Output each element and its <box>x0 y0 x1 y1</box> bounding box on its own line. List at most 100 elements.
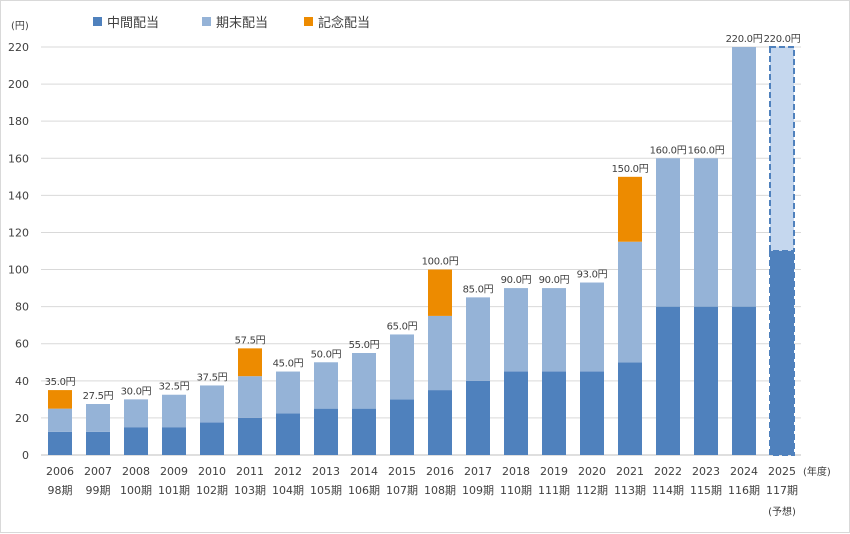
x-tick-period: 108期 <box>424 484 456 497</box>
total-label-2013: 50.0円 <box>311 349 342 360</box>
bar-2019-中間配当 <box>542 371 566 455</box>
x-tick-period: 98期 <box>48 484 73 497</box>
x-tick-year: 2011 <box>236 465 264 478</box>
x-tick-year: 2015 <box>388 465 416 478</box>
y-tick-label: 180 <box>8 115 29 128</box>
bar-2016-中間配当 <box>428 390 452 455</box>
x-tick-year: 2012 <box>274 465 302 478</box>
x-tick-year: 2022 <box>654 465 682 478</box>
forecast-note: (予想) <box>768 505 796 518</box>
x-tick-period: 114期 <box>652 484 684 497</box>
x-tick-year: 2008 <box>122 465 150 478</box>
bar-2014-中間配当 <box>352 408 376 455</box>
total-label-2007: 27.5円 <box>83 391 114 402</box>
x-tick-period: 105期 <box>310 484 342 497</box>
bar-2025-中間配当 <box>769 250 795 456</box>
legend-label-2: 記念配当 <box>318 15 370 31</box>
x-tick-year: 2017 <box>464 465 492 478</box>
legend-label-1: 期末配当 <box>216 16 268 31</box>
total-label-2016: 100.0円 <box>422 257 459 268</box>
total-label-2009: 32.5円 <box>159 382 190 393</box>
bar-2011-期末配当 <box>238 376 262 418</box>
bar-2017-期末配当 <box>466 297 490 381</box>
legend-label-0: 中間配当 <box>107 16 159 31</box>
bar-2011-記念配当 <box>238 348 262 377</box>
legend-swatch-1 <box>202 17 211 26</box>
bar-2006-中間配当 <box>48 431 72 455</box>
bar-2021-中間配当 <box>618 362 642 455</box>
y-unit-label: (円) <box>11 21 29 32</box>
x-tick-year: 2025 <box>768 465 796 478</box>
x-tick-year: 2018 <box>502 465 530 478</box>
x-tick-period: 107期 <box>386 484 418 497</box>
bar-2015-期末配当 <box>390 334 414 400</box>
total-label-2006: 35.0円 <box>45 377 76 388</box>
bar-2017-中間配当 <box>466 380 490 455</box>
y-tick-label: 20 <box>15 412 29 425</box>
x-tick-period: 117期 <box>766 484 798 497</box>
bar-2016-期末配当 <box>428 315 452 391</box>
label-layer: 0 20 40 60 80 100 120 140 160 180 200 220 35.0円 2006 9… <box>8 34 801 497</box>
x-tick-year: 2006 <box>46 465 74 478</box>
y-tick-label: 160 <box>8 152 29 165</box>
x-tick-year: 2009 <box>160 465 188 478</box>
bar-2020-中間配当 <box>580 371 604 455</box>
x-tick-year: 2019 <box>540 465 568 478</box>
total-label-2023: 160.0円 <box>688 145 725 156</box>
bar-2020-期末配当 <box>580 282 604 372</box>
bar-2012-中間配当 <box>276 413 300 455</box>
x-tick-period: 101期 <box>158 484 190 497</box>
bar-2022-中間配当 <box>656 306 680 455</box>
bar-2013-中間配当 <box>314 408 338 455</box>
legend-swatch-0 <box>93 17 102 26</box>
bar-2021-記念配当 <box>618 176 642 242</box>
y-tick-label: 80 <box>15 301 29 314</box>
bar-2015-中間配当 <box>390 399 414 455</box>
x-tick-year: 2010 <box>198 465 226 478</box>
x-tick-period: 110期 <box>500 484 532 497</box>
bar-2010-期末配当 <box>200 385 224 423</box>
y-tick-label: 200 <box>8 78 29 91</box>
y-tick-label: 140 <box>8 189 29 202</box>
bar-2021-期末配当 <box>618 241 642 363</box>
bar-layer <box>48 46 795 456</box>
x-tick-period: 103期 <box>234 484 266 497</box>
x-tick-period: 109期 <box>462 484 494 497</box>
total-label-2020: 93.0円 <box>577 270 608 281</box>
bar-2008-期末配当 <box>124 399 148 428</box>
legend-swatch-2 <box>304 17 313 26</box>
bar-2007-中間配当 <box>86 431 110 455</box>
bar-2023-期末配当 <box>694 158 718 307</box>
bar-2007-期末配当 <box>86 404 110 432</box>
total-label-2012: 45.0円 <box>273 359 304 370</box>
bar-2018-期末配当 <box>504 288 528 372</box>
y-tick-label: 220 <box>8 41 29 54</box>
x-tick-period: 111期 <box>538 484 570 497</box>
legend: 中間配当 期末配当 記念配当 <box>93 15 370 31</box>
x-tick-period: 116期 <box>728 484 760 497</box>
total-label-2025: 220.0円 <box>764 34 801 45</box>
x-tick-period: 104期 <box>272 484 304 497</box>
grid-layer <box>41 46 801 456</box>
total-label-2011: 57.5円 <box>235 335 266 346</box>
bar-2023-中間配当 <box>694 306 718 455</box>
y-tick-label: 0 <box>22 449 29 462</box>
bar-2013-期末配当 <box>314 362 338 409</box>
bar-2006-記念配当 <box>48 390 72 409</box>
bar-2008-中間配当 <box>124 427 148 455</box>
x-tick-period: 99期 <box>86 484 111 497</box>
x-tick-year: 2014 <box>350 465 378 478</box>
x-tick-year: 2024 <box>730 465 758 478</box>
x-tick-year: 2007 <box>84 465 112 478</box>
bar-2014-期末配当 <box>352 353 376 409</box>
x-tick-period: 113期 <box>614 484 646 497</box>
bar-2016-記念配当 <box>428 269 452 316</box>
total-label-2024: 220.0円 <box>726 34 763 45</box>
x-tick-year: 2021 <box>616 465 644 478</box>
x-tick-year: 2016 <box>426 465 454 478</box>
total-label-2018: 90.0円 <box>501 275 532 286</box>
bar-2018-中間配当 <box>504 371 528 455</box>
y-tick-label: 60 <box>15 338 29 351</box>
